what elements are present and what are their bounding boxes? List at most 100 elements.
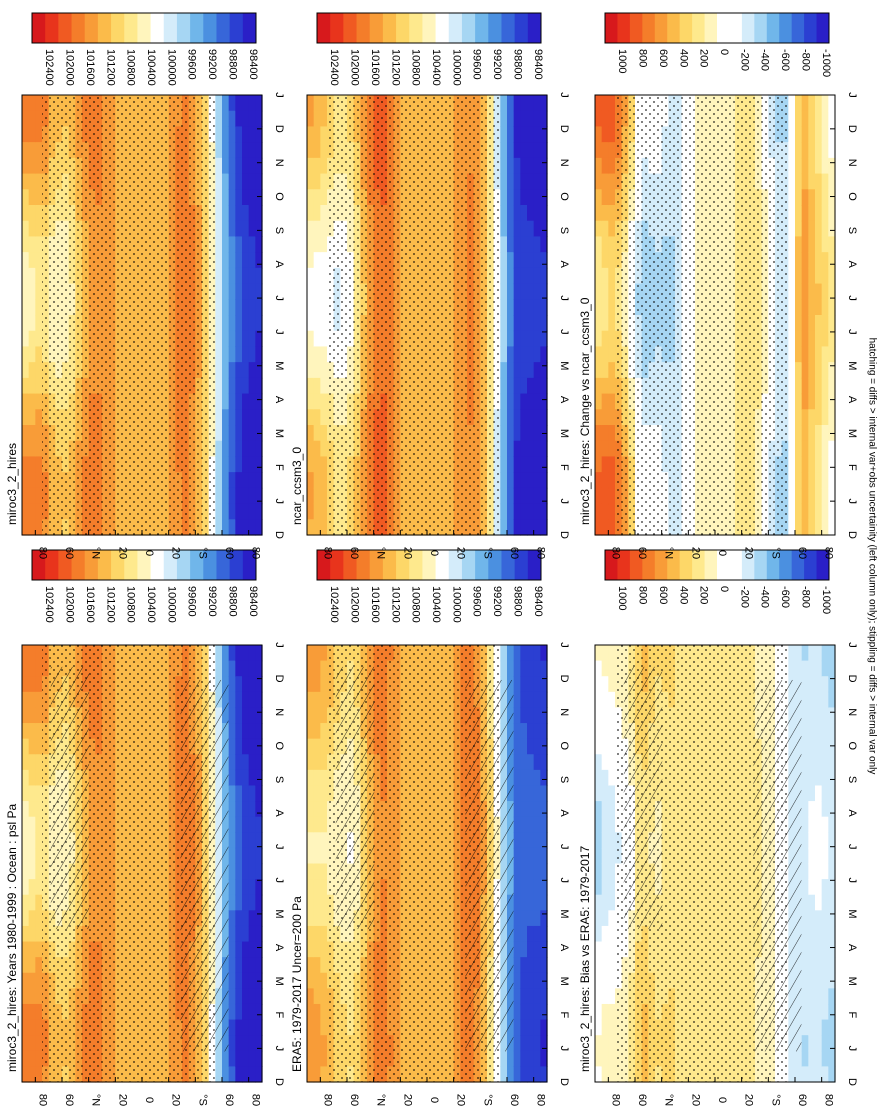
- heatmap-cell: [255, 801, 263, 818]
- lat-tick-label: °N: [663, 1094, 675, 1106]
- heatmap-cell: [821, 707, 829, 724]
- panel-title: miroc3_2_hires: Bias vs ERA5: 1979-2017: [578, 846, 592, 1072]
- heatmap-cell: [307, 925, 315, 943]
- heatmap-cell: [520, 785, 528, 802]
- heatmap-cell: [248, 110, 256, 128]
- heatmap-cell: [242, 487, 250, 505]
- heatmap-cell: [248, 738, 256, 755]
- heatmap-cell: [520, 1035, 528, 1052]
- heatmap-cell: [215, 362, 223, 379]
- heatmap-cell: [228, 456, 236, 473]
- heatmap-cell: [22, 785, 30, 802]
- heatmap-cell: [320, 988, 328, 1005]
- month-tick-label: N: [273, 708, 285, 716]
- heatmap-cell: [235, 440, 243, 458]
- heatmap-cell: [255, 220, 263, 238]
- heatmap-cell: [35, 879, 43, 896]
- heatmap-cell: [235, 957, 243, 974]
- heatmap-cell: [520, 1003, 528, 1021]
- heatmap-cell: [215, 425, 223, 442]
- lat-tick-label: 0: [143, 1097, 155, 1103]
- heatmap-cell: [307, 988, 315, 1005]
- heatmap-cell: [228, 957, 236, 974]
- heatmap-cell: [235, 126, 243, 143]
- heatmap-cell: [255, 267, 263, 285]
- heatmap-cell: [533, 691, 541, 709]
- heatmap-cell: [28, 769, 36, 787]
- heatmap-cell: [320, 267, 328, 285]
- heatmap-cell: [255, 315, 263, 332]
- heatmap-cell: [313, 330, 321, 348]
- heatmap-cell: [35, 456, 43, 473]
- heatmap-cell: [222, 236, 230, 253]
- heatmap-cell: [320, 205, 328, 222]
- heatmap-cell: [248, 707, 256, 724]
- heatmap-cell: [527, 645, 535, 662]
- lat-tick-label: 60: [348, 1094, 360, 1106]
- heatmap-cell: [248, 315, 256, 332]
- heatmap-cell: [242, 440, 250, 458]
- heatmap-cell: [235, 377, 243, 395]
- heatmap-cell: [520, 988, 528, 1005]
- heatmap-cell: [801, 1003, 809, 1021]
- heatmap-cell: [320, 754, 328, 771]
- heatmap-cell: [320, 95, 328, 112]
- heatmap-cell: [248, 660, 256, 677]
- heatmap-cell: [307, 707, 315, 724]
- heatmap-cell: [801, 676, 809, 693]
- heatmap-cell: [608, 847, 616, 865]
- heatmap-cell: [520, 1066, 528, 1083]
- heatmap-cell: [307, 252, 315, 269]
- colorbar-label: -400: [759, 586, 771, 608]
- hatching-overlay: [465, 679, 514, 1052]
- heatmap-cell: [22, 362, 30, 379]
- heatmap-cell: [313, 220, 321, 238]
- heatmap-cell: [601, 723, 609, 740]
- heatmap-cell: [35, 346, 43, 363]
- heatmap-cell: [22, 377, 30, 395]
- heatmap-cell: [22, 1066, 30, 1083]
- heatmap-cell: [540, 816, 548, 833]
- colorbar-label: 102000: [64, 49, 76, 86]
- month-tick-label: J: [273, 1046, 285, 1052]
- heatmap-cell: [215, 267, 223, 285]
- heatmap-cell: [320, 236, 328, 253]
- heatmap-cell: [320, 472, 328, 489]
- heatmap-cell: [307, 816, 315, 833]
- heatmap-cell: [821, 645, 829, 662]
- heatmap-cell: [28, 910, 36, 927]
- heatmap-cell: [35, 660, 43, 677]
- heatmap-cell: [815, 801, 823, 818]
- heatmap-cell: [533, 707, 541, 724]
- heatmap-cell: [28, 1035, 36, 1052]
- heatmap-cell: [795, 645, 803, 662]
- heatmap-cell: [513, 972, 521, 989]
- heatmap-cell: [313, 472, 321, 489]
- heatmap-cell: [320, 425, 328, 442]
- heatmap-cell: [513, 832, 521, 849]
- heatmap-cell: [228, 173, 236, 190]
- heatmap-cell: [235, 863, 243, 880]
- heatmap-cell: [513, 676, 521, 693]
- heatmap-cell: [28, 1003, 36, 1021]
- colorbar-label: 101200: [104, 49, 116, 86]
- heatmap-cell: [533, 910, 541, 927]
- heatmap-cell: [242, 832, 250, 849]
- heatmap-cell: [242, 315, 250, 332]
- heatmap-cell: [815, 894, 823, 911]
- heatmap-cell: [313, 645, 321, 662]
- heatmap-cell: [533, 988, 541, 1005]
- heatmap-cell: [320, 157, 328, 175]
- heatmap-cell: [22, 393, 30, 410]
- heatmap-cell: [22, 519, 30, 536]
- heatmap-cell: [801, 894, 809, 911]
- lat-tick-label: 80: [823, 1094, 835, 1106]
- heatmap-cell: [815, 645, 823, 662]
- lat-tick-label: 80: [36, 1094, 48, 1106]
- heatmap-cell: [320, 645, 328, 662]
- heatmap-cell: [821, 988, 829, 1005]
- heatmap-cell: [513, 894, 521, 911]
- heatmap-cell: [821, 1035, 829, 1052]
- heatmap-cell: [520, 910, 528, 927]
- heatmap-cell: [320, 863, 328, 880]
